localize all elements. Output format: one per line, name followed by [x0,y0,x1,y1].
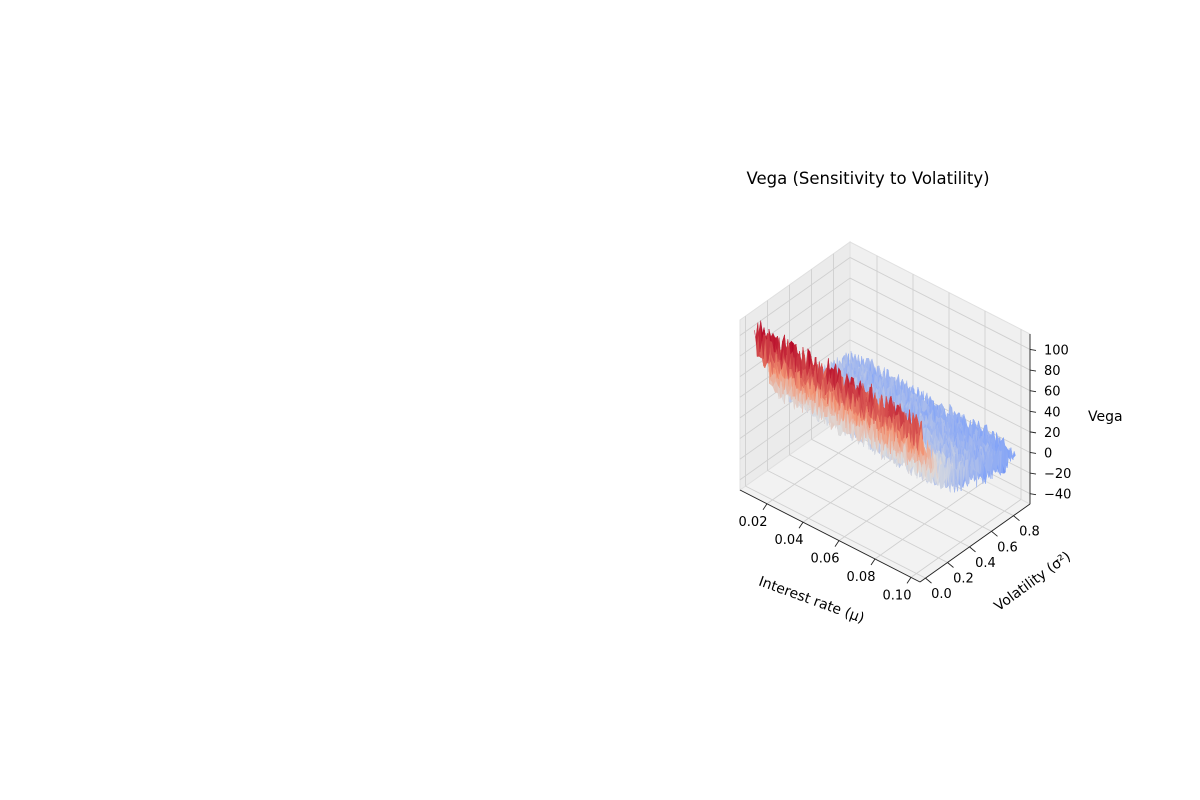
grid-line-y-floor [767,470,948,563]
grid-line-x-floor [910,499,1022,578]
grid-line-y-floor [745,485,926,579]
grid-line-y-floor [811,438,992,532]
grid-line-y-floor [789,454,970,548]
grid-line-z-back [849,318,1031,412]
chart-title: Vega (Sensitivity to Volatility) [746,169,989,188]
grid-line-z-left [739,298,851,378]
grid-line-z-back [849,277,1031,371]
grid-line-z-left [739,257,851,336]
surface-plot [754,320,1016,493]
grid-line-z-back [849,339,1031,433]
grid-line-z-back [849,298,1031,392]
grid-line-x-floor [874,480,986,560]
grid-line-z-back [849,257,1031,350]
